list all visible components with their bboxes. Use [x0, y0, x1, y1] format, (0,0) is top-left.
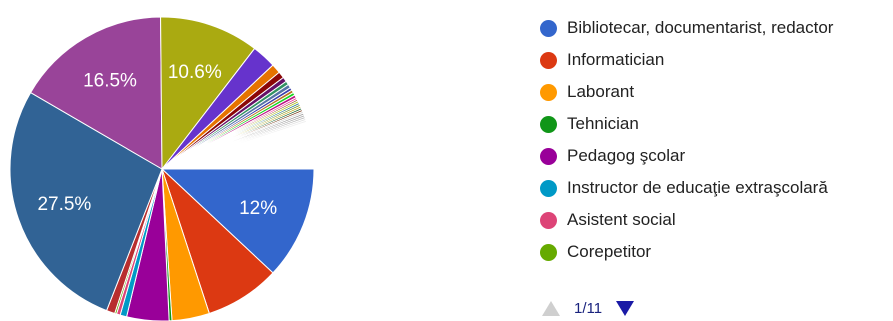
legend-label: Pedagog şcolar: [567, 146, 686, 165]
pie-slice-10[interactable]: [29, 16, 163, 170]
legend-item-5[interactable]: Instructor de educaţie extraşcolară: [540, 172, 833, 204]
pie-slice-11[interactable]: [160, 16, 256, 171]
pie-slice-35[interactable]: [161, 119, 308, 170]
triangle-up-icon[interactable]: [542, 301, 560, 316]
legend-item-4[interactable]: Pedagog şcolar: [540, 140, 833, 172]
legend-pager: 1/11: [542, 300, 635, 317]
legend-swatch-icon: [540, 115, 557, 133]
legend-label: Corepetitor: [567, 242, 652, 261]
legend-swatch-icon: [540, 211, 557, 229]
legend-label: Tehnician: [567, 114, 639, 133]
legend-item-3[interactable]: Tehnician: [540, 108, 833, 140]
legend-label: Instructor de educaţie extraşcolară: [567, 178, 828, 197]
slice-data-label-0: 12%: [239, 198, 277, 219]
legend-swatch-icon: [540, 243, 557, 261]
legend-swatch-icon: [540, 83, 557, 101]
legend-swatch-icon: [540, 179, 557, 197]
legend-label: Laborant: [567, 82, 635, 101]
legend-swatch-icon: [540, 51, 557, 69]
legend-item-0[interactable]: Bibliotecar, documentarist, redactor: [540, 12, 833, 44]
legend-item-7[interactable]: Corepetitor: [540, 236, 833, 268]
legend-item-2[interactable]: Laborant: [540, 76, 833, 108]
slice-data-label-10: 16.5%: [83, 71, 137, 92]
legend-item-6[interactable]: Asistent social: [540, 204, 833, 236]
pie-slice-36[interactable]: [162, 122, 314, 169]
pie-slice-0[interactable]: [160, 168, 315, 274]
legend-label: Bibliotecar, documentarist, redactor: [567, 18, 834, 37]
pager-text: 1/11: [574, 300, 603, 317]
triangle-down-icon[interactable]: [616, 301, 635, 316]
legend-swatch-icon: [540, 147, 557, 165]
legend-label: Informatician: [567, 50, 665, 69]
pie-plot: 12% 27.5% 16.5% 10.6%: [9, 16, 315, 321]
legend-label: Asistent social: [567, 210, 676, 229]
slice-data-label-9: 27.5%: [37, 194, 91, 215]
slice-data-label-11: 10.6%: [168, 62, 222, 83]
legend-item-1[interactable]: Informatician: [540, 44, 833, 76]
legend-swatch-icon: [540, 19, 557, 37]
legend: Bibliotecar, documentarist, redactor Info…: [540, 12, 833, 268]
